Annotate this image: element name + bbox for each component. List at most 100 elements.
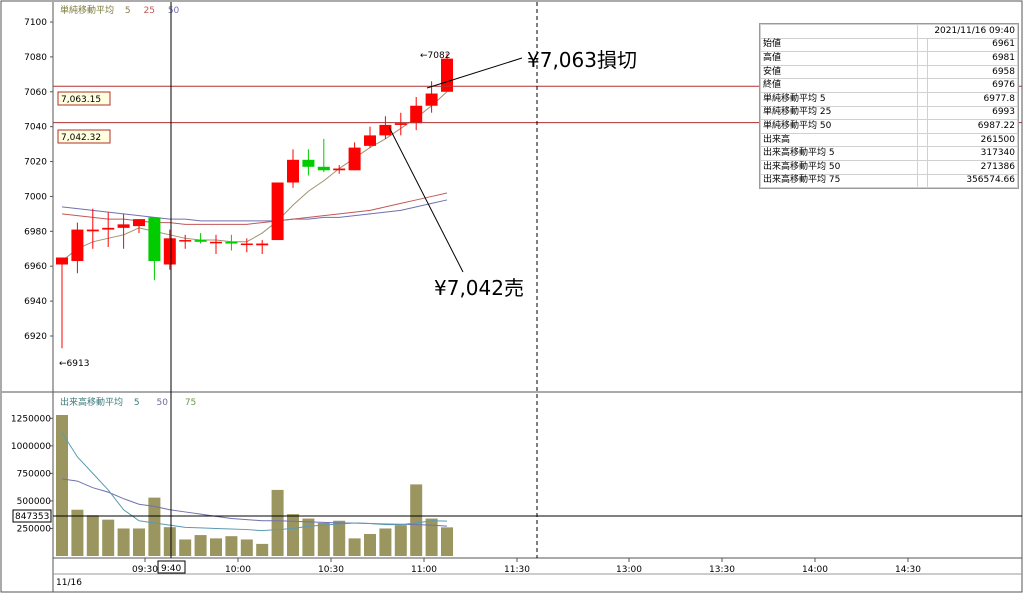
volume-legend-label: 出来高移動平均 [60,396,123,408]
volume-legend-p3: 75 [185,398,196,408]
stop-loss-annotation: ¥7,063損切 [527,48,637,72]
info-value: 356574.66 [927,173,1018,189]
info-label: 出来高移動平均 75 [759,173,919,189]
candle-body [317,166,330,171]
time-tick-label: 14:00 [802,565,828,575]
volume-bar [441,527,453,556]
info-label: 出来高移動平均 5 [759,146,919,161]
info-value: 6976 [927,78,1018,93]
volume-bar [86,515,99,556]
candle-body [302,159,315,167]
candle-body [364,135,376,146]
info-row: 単純移動平均 5 6977.8 [759,91,1018,107]
ma50-line [61,199,448,222]
price-tag-7063-text: 7,063.15 [61,95,101,105]
volume-bar [394,525,407,556]
volume-bar [71,509,84,556]
time-cursor-value: 9:40 [161,564,181,574]
info-label: 出来高移動平均 50 [759,159,919,175]
time-tick-label: 11:00 [411,565,437,575]
info-row: 始値 6961 [759,37,1018,53]
info-spacer [917,159,928,175]
time-tick-label: 09:30 [132,565,158,575]
stop-annotation-arrow [426,57,523,89]
price-tick-label: 7060 [24,88,47,98]
low-marker: ←6913 [59,359,89,369]
info-spacer [917,91,928,107]
price-tick-label: 7000 [24,192,47,202]
volume-tick-label: 500000 [17,497,52,507]
volume-legend-p1: 5 [134,398,140,408]
info-spacer [917,173,928,189]
volume-bar [133,528,145,556]
info-row: 単純移動平均 50 6987.22 [759,119,1018,134]
volume-bar [302,518,315,556]
candle-body [117,224,130,228]
price-legend-p3: 50 [168,6,180,16]
volume-bar [379,528,392,556]
volume-bar [364,533,376,556]
info-label: 単純移動平均 5 [759,91,919,107]
ma-lines [61,91,448,532]
volume-legend: 出来高移動平均 5 50 75 [60,396,196,408]
info-row: 出来高 261500 [759,132,1018,148]
volume-tick-label: 250000 [17,524,52,534]
sell-annotation: ¥7,042売 [434,276,524,300]
price-legend: 単純移動平均 5 25 50 [60,4,180,16]
high-marker: ←7082 [420,51,450,61]
candle-body [102,227,115,230]
volume-legend-p2: 50 [157,398,169,408]
info-label: 単純移動平均 50 [759,119,919,134]
volume-tick-label: 750000 [17,469,52,479]
volume-bar [287,514,299,556]
info-row: 出来高移動平均 50 271386 [759,159,1018,175]
time-tick-label: 11:30 [504,565,530,575]
info-spacer [917,78,928,93]
info-label: 出来高 [759,132,919,148]
candle-body [163,238,176,265]
volume-bar [317,522,330,556]
volume-bar [333,520,346,556]
candle-body [133,219,145,227]
volume-cursor-value: 847353 [15,512,49,522]
volume-tick-label: 1250000 [11,414,51,424]
volume-bar [256,543,269,556]
price-legend-p1: 5 [125,6,131,16]
volume-bar [210,538,222,556]
price-tag-7042: 7,042.32 [57,129,111,144]
candle-body [441,58,453,92]
candle-body [287,159,299,183]
info-value: 6981 [927,51,1018,66]
price-tick-label: 6960 [24,262,47,272]
info-spacer [917,119,928,134]
info-spacer [917,37,928,53]
volume-tick-label: 1000000 [11,442,51,452]
candle-body [179,240,192,242]
info-row: 出来高移動平均 75 356574.66 [759,173,1018,189]
info-label: 終値 [759,78,919,93]
candle-body [271,182,284,241]
info-datetime: 2021/11/16 09:40 [917,24,1018,39]
info-value: 6987.22 [927,119,1018,134]
volume-bar [194,535,207,556]
volume-bar [163,527,176,556]
info-value: 6958 [927,64,1018,80]
volume-bar [117,528,130,556]
price-tick-label: 7040 [24,123,47,133]
date-label: 11/16 [56,578,82,588]
info-spacer [917,132,928,148]
info-value: 271386 [927,159,1018,175]
info-spacer [917,105,928,121]
info-row: 終値 6976 [759,78,1018,93]
volume-bar [102,519,115,556]
volume-ma5-line [61,432,448,532]
volume-bar [225,536,238,556]
candle-body [240,243,253,246]
ohlc-info-panel: 2021/11/16 09:40 始値 6961 高値 6981 安値 6958 終値 697… [759,23,1019,190]
candle-body [348,147,361,171]
price-tick-label: 6980 [24,227,47,237]
time-tick-label: 13:00 [616,565,642,575]
volume-bar [148,497,161,556]
info-value: 6993 [927,105,1018,121]
info-value: 6977.8 [927,91,1018,107]
